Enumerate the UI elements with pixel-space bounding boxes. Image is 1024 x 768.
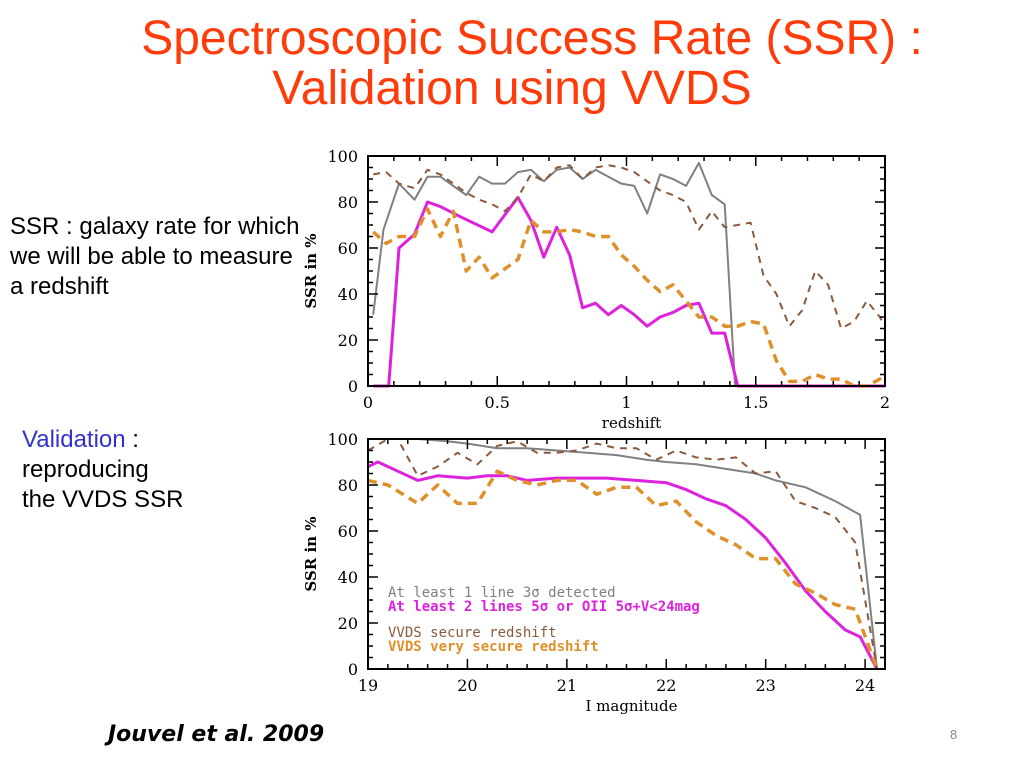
y-tick-label: 20 [338, 331, 358, 350]
legend-entry-dashed-orange: VVDS very secure redshift [388, 639, 599, 655]
validation-label: Validation [22, 426, 126, 453]
validation-colon: : [125, 426, 139, 453]
x-tick-label: 20 [457, 676, 477, 695]
title-line-2: Validation using VVDS [272, 62, 752, 115]
ssr-definition: SSR : galaxy rate for which we will be a… [10, 213, 300, 300]
y-tick-label: 40 [338, 568, 358, 587]
y-tick-label: 100 [327, 147, 358, 166]
x-axis-label: I magnitude [585, 697, 677, 715]
series-line-dashed-brown [373, 164, 886, 330]
y-tick-label: 60 [338, 239, 358, 258]
x-axis-label: redshift [602, 414, 661, 432]
x-tick-label: 19 [358, 676, 378, 695]
slide-title: Spectroscopic Success Rate (SSR) : Valid… [0, 14, 1024, 114]
series-line-dashed-brown [367, 438, 878, 670]
series-line-dashed-orange [367, 469, 879, 670]
y-tick-label: 20 [338, 614, 358, 633]
y-tick-label: 100 [327, 430, 358, 449]
x-tick-label: 2 [880, 393, 890, 412]
y-axis-label: SSR in % [302, 516, 320, 591]
x-tick-label: 24 [855, 676, 875, 695]
series-line-solid-gray [372, 161, 737, 387]
legend-entry-dashed-brown: VVDS secure redshift [388, 625, 557, 641]
x-tick-label: 0 [363, 393, 373, 412]
y-tick-label: 0 [348, 660, 358, 679]
series-line-solid-magenta [367, 460, 879, 670]
validation-line-2: the VVDS SSR [22, 486, 184, 513]
legend-entry-solid-magenta: At least 2 lines 5σ or OII 5σ+V<24mag [388, 599, 700, 615]
x-tick-label: 0.5 [485, 393, 510, 412]
validation-note: Validation : reproducing the VVDS SSR [22, 425, 282, 515]
x-tick-label: 23 [756, 676, 776, 695]
x-tick-label: 1 [621, 393, 631, 412]
y-tick-label: 60 [338, 522, 358, 541]
y-axis-label: SSR in % [302, 233, 320, 308]
y-tick-label: 80 [338, 193, 358, 212]
title-line-1: Spectroscopic Success Rate (SSR) : [141, 12, 923, 65]
x-tick-label: 1.5 [743, 393, 768, 412]
page-number: 8 [950, 727, 958, 742]
series-line-solid-gray [368, 438, 878, 670]
series-line-dashed-orange [372, 207, 887, 388]
citation: Jouvel et al. 2009 [108, 722, 325, 747]
x-tick-label: 21 [557, 676, 577, 695]
y-tick-label: 80 [338, 476, 358, 495]
validation-line-1: reproducing [22, 456, 149, 483]
ssr-vs-magnitude-chart: 19 20 21 22 23 24 0 20 40 60 80 100 I magnitude SSR i… [302, 430, 886, 715]
legend-entry-solid-gray: At least 1 line 3σ detected [388, 585, 616, 601]
plot-frame [367, 155, 886, 387]
y-tick-label: 40 [338, 285, 358, 304]
x-tick-label: 22 [656, 676, 676, 695]
y-tick-label: 0 [348, 377, 358, 396]
